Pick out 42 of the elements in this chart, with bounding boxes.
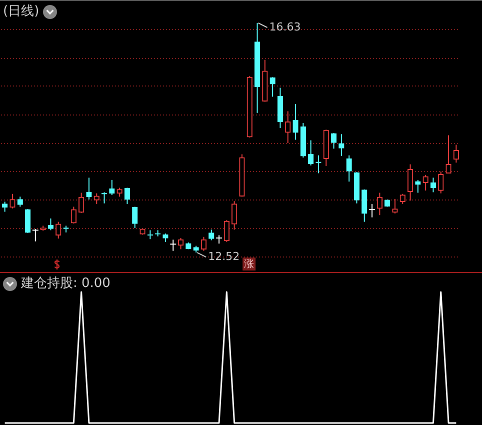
candlestick: [200, 236, 207, 252]
candlestick: [56, 221, 62, 240]
annotation: 16.63: [269, 20, 301, 34]
candlestick: [94, 192, 100, 204]
candlestick: [178, 238, 184, 250]
candlestick: [308, 140, 314, 166]
candlestick: [124, 187, 130, 204]
candlestick: [10, 193, 16, 209]
candlestick: [86, 177, 92, 200]
candlestick: [132, 206, 138, 228]
candlestick: [338, 134, 344, 156]
chart-title: 建仓持股: 0.00: [21, 276, 110, 291]
candlestick: [208, 229, 214, 241]
candlestick: [400, 193, 406, 204]
candlestick: [17, 196, 23, 208]
candlestick: [270, 76, 276, 98]
candlestick: [330, 132, 337, 150]
candlestick: [2, 201, 8, 212]
chart-title: (日线): [3, 4, 40, 19]
candlestick: [70, 206, 77, 224]
text: 涨: [244, 258, 254, 270]
candlestick: [368, 203, 376, 218]
candlestick: [109, 179, 115, 196]
candlestick: [446, 134, 452, 174]
candlestick: [362, 188, 368, 222]
candlestick: [453, 144, 460, 164]
candlestick: [422, 174, 428, 192]
candlestick: [438, 171, 444, 194]
candlestick: [170, 239, 177, 252]
candlestick: [231, 200, 238, 230]
candlestick: [32, 228, 39, 242]
candlestick: [292, 103, 298, 140]
candlestick: [407, 164, 414, 202]
candlestick: [376, 192, 383, 216]
annotation: 12.52: [208, 250, 240, 263]
candlestick: [48, 218, 54, 231]
candlestick: [285, 110, 291, 144]
candlestick: [224, 220, 230, 242]
candlestick: [430, 177, 436, 193]
candlestick: [78, 192, 84, 214]
candlestick: [346, 154, 352, 182]
candlestick: [392, 198, 398, 214]
